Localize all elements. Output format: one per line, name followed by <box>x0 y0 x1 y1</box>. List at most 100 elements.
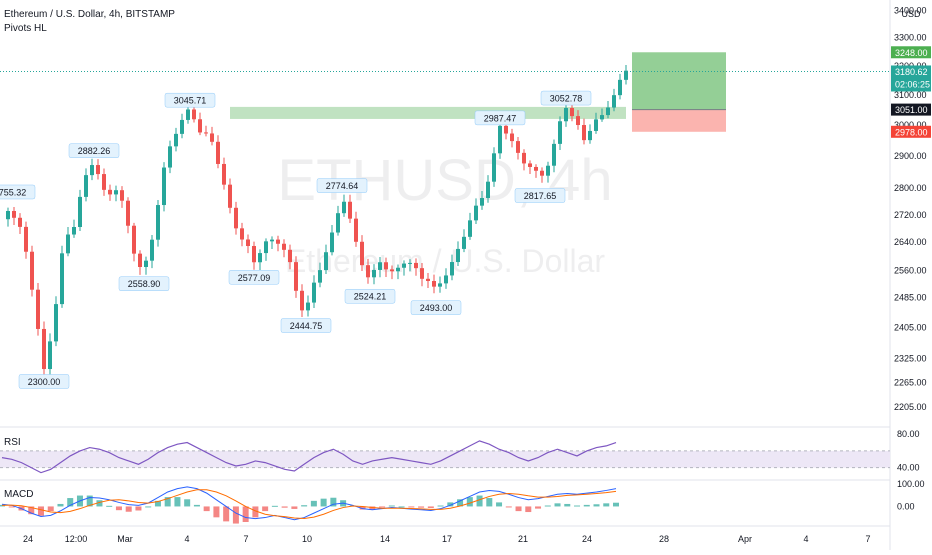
macd-histogram-bar <box>232 506 239 524</box>
macd-histogram-bar <box>184 499 191 507</box>
time-tick-label: 24 <box>23 534 33 544</box>
chart-title: Ethereum / U.S. Dollar, 4h, BITSTAMP <box>4 9 175 20</box>
macd-histogram-bar <box>262 506 269 512</box>
rsi-pane: 80.00 40.00 <box>0 429 920 474</box>
candle-body <box>282 243 286 250</box>
countdown-text: 02:06:25 <box>895 79 930 89</box>
candle-body <box>444 275 448 284</box>
macd-histogram-bar <box>57 503 64 507</box>
candle-body <box>210 133 214 142</box>
time-tick-label: 4 <box>184 534 189 544</box>
signal-line <box>1 489 617 519</box>
price-tick-label: 2205.00 <box>894 402 927 412</box>
candle-body <box>342 201 346 214</box>
candle-body <box>528 163 532 167</box>
candle-body <box>564 108 568 122</box>
candle-body <box>132 225 136 254</box>
time-tick-label: 7 <box>865 534 870 544</box>
macd-histogram-bar <box>496 502 503 507</box>
candle-body <box>102 174 106 190</box>
macd-histogram-bar <box>37 506 44 516</box>
candle-body <box>504 125 508 134</box>
candle-body <box>360 241 364 266</box>
time-axis[interactable]: 24 12:00 Mar 4 7 10 14 17 21 24 28 Apr 4 7 <box>23 534 871 544</box>
candle-body <box>246 239 250 247</box>
stop-zone <box>632 109 726 132</box>
target-zone <box>632 52 726 110</box>
macd-histogram-bar <box>427 506 434 508</box>
candle-body <box>84 175 88 197</box>
candle-body <box>618 79 622 96</box>
price-axis[interactable]: 3400.003300.003200.003100.003000.002900.… <box>891 5 931 412</box>
macd-histogram-bar <box>154 500 161 507</box>
pivot-label-box <box>514 188 566 203</box>
candles-layer <box>6 65 628 376</box>
rsi-tick-label: 80.00 <box>897 429 920 439</box>
candle-body <box>552 143 556 166</box>
pivot-label: 2755.32 <box>0 187 26 197</box>
macd-histogram-bar <box>554 503 561 507</box>
pivot-label-box <box>164 92 216 108</box>
candle-body <box>330 232 334 253</box>
price-tick-label: 2325.00 <box>894 354 927 364</box>
candle-body <box>270 239 274 242</box>
candle-body <box>6 210 10 220</box>
macd-histogram-bar <box>8 506 15 508</box>
macd-histogram-bar <box>135 506 142 511</box>
candle-body <box>612 95 616 108</box>
pivot-label: 2493.00 <box>420 303 453 313</box>
price-tick-label: 3400.00 <box>894 5 927 15</box>
time-tick-label: 12:00 <box>65 534 88 544</box>
candle-body <box>24 226 28 252</box>
candle-body <box>276 239 280 244</box>
pivot-label: 3045.71 <box>174 96 207 106</box>
pivot-label: 2300.00 <box>28 377 61 387</box>
candle-body <box>216 141 220 164</box>
macd-histogram-bar <box>96 500 103 507</box>
pivot-label: 2882.26 <box>78 146 111 156</box>
candle-body <box>516 141 520 153</box>
rsi-label: RSI <box>4 437 21 448</box>
macd-histogram-bar <box>544 505 551 507</box>
candle-body <box>126 200 130 226</box>
candle-body <box>300 290 304 311</box>
candle-body <box>66 234 70 254</box>
candle-body <box>114 190 118 195</box>
macd-histogram-bar <box>145 506 152 508</box>
pivot-label-box <box>228 270 280 285</box>
candle-body <box>510 133 514 142</box>
candle-body <box>600 115 604 120</box>
time-tick-label: 24 <box>582 534 592 544</box>
macd-line <box>1 486 617 521</box>
candle-body <box>258 253 262 263</box>
macd-histogram-bar <box>574 505 581 507</box>
macd-tick-label: 0.00 <box>897 501 915 511</box>
candle-body <box>54 304 58 342</box>
pivot-label-box <box>0 184 36 200</box>
candle-body <box>42 328 46 370</box>
candle-body <box>264 241 268 254</box>
candle-body <box>546 165 550 176</box>
candle-body <box>288 249 292 263</box>
candle-body <box>588 130 592 141</box>
macd-histogram-bar <box>203 506 210 512</box>
macd-histogram-bar <box>223 506 230 522</box>
macd-histogram-bar <box>603 503 610 507</box>
macd-histogram-bar <box>583 504 590 507</box>
candle-body <box>432 280 436 287</box>
price-tick-label: 2405.00 <box>894 323 927 333</box>
pivot-label-box <box>280 318 332 333</box>
candle-body <box>396 267 400 272</box>
pivot-label: 2524.21 <box>354 292 387 302</box>
candle-body <box>120 190 124 201</box>
macd-histogram-bar <box>106 505 113 507</box>
candle-body <box>180 119 184 134</box>
macd-histogram-bar <box>535 506 542 509</box>
rsi-line <box>1 440 617 474</box>
stop-price-text: 2978.00 <box>895 127 928 137</box>
candle-body <box>306 302 310 311</box>
candle-body <box>522 152 526 164</box>
target-price-tag <box>891 46 931 59</box>
entry-price-tag <box>891 103 931 116</box>
